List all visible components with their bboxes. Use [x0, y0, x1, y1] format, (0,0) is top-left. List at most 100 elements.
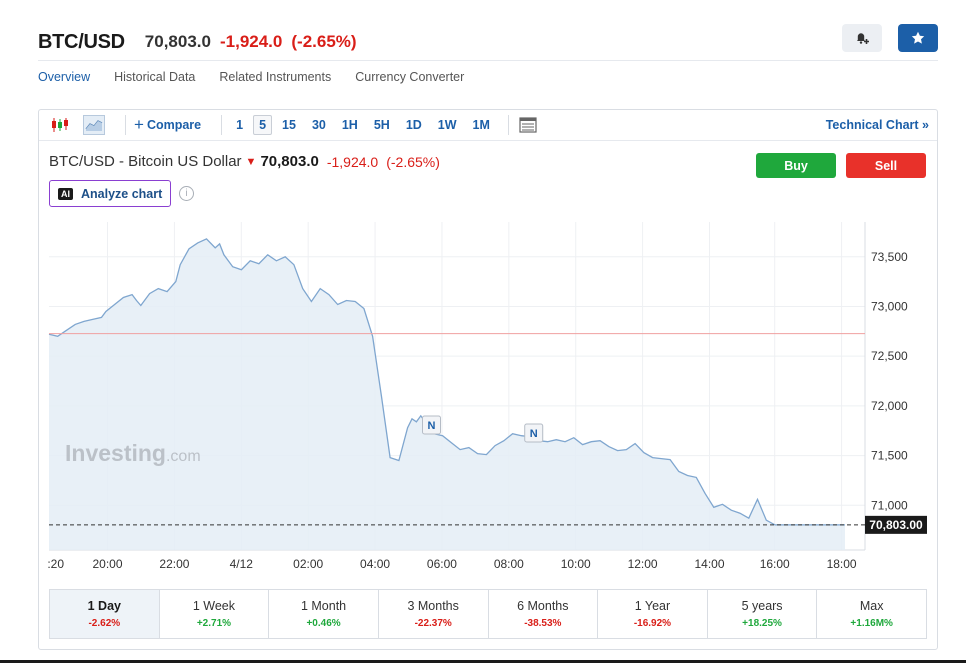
last-price-tag	[865, 515, 927, 534]
period-change: -2.62%	[88, 618, 121, 629]
x-tick-label: 12:00	[628, 557, 658, 571]
period-6-months[interactable]: 6 Months -38.53%	[489, 590, 599, 638]
news-marker[interactable]	[422, 415, 442, 435]
compare-label: Compare	[146, 118, 202, 132]
interval-5[interactable]: 5	[253, 115, 273, 135]
x-tick-label: :20	[47, 557, 64, 571]
interval-15[interactable]: 15	[282, 118, 296, 132]
toolbar-divider	[507, 115, 509, 135]
quote-header: BTC/USD 70,803.0 -1,924.0 (-2.65%)	[38, 24, 938, 60]
period-1-week[interactable]: 1 Week +2.71%	[160, 590, 270, 638]
period-change: -38.53%	[524, 618, 562, 629]
tab-historical-data[interactable]: Historical Data	[114, 69, 196, 84]
price-chart[interactable]: :20 20:00 22:00 4/12 02:00 04:00 06:00 08:00 10:…	[39, 220, 937, 580]
x-tick-label: 04:00	[360, 557, 390, 571]
period-label: 1 Week	[192, 599, 236, 613]
ai-icon: AI	[58, 187, 73, 200]
price-change: -1,924.0	[219, 32, 283, 51]
interval-30[interactable]: 30	[311, 118, 326, 132]
x-tick-label: 18:00	[827, 557, 857, 571]
period-change: +18.25%	[742, 618, 782, 629]
x-tick-label: 06:00	[427, 557, 457, 571]
period-change: -16.92%	[633, 618, 672, 629]
performance-periods: 1 Day -2.62% 1 Week +2.71% 1 Month +0.46% 3 Mo…	[49, 589, 927, 639]
analyze-chart-button[interactable]: AI Analyze chart	[49, 180, 172, 207]
chart-toolbar: + Compare 1 5 15 30 1H 5H 1D 1W 1M Techn…	[39, 110, 937, 141]
info-icon[interactable]: i	[179, 186, 194, 201]
y-tick-label: 72,000	[871, 399, 908, 413]
section-tabs: Overview Historical Data Related Instrum…	[38, 60, 938, 92]
interval-1d[interactable]: 1D	[405, 118, 422, 132]
analyze-chart-label: Analyze chart	[81, 186, 163, 201]
alert-button[interactable]	[842, 24, 882, 52]
tab-overview[interactable]: Overview	[38, 69, 91, 84]
news-marker-label: N	[530, 428, 538, 440]
period-change: +1.16M%	[850, 618, 893, 629]
investing-watermark: Investing.com	[65, 440, 201, 466]
period-label: 1 Day	[87, 599, 121, 613]
tab-currency-converter[interactable]: Currency Converter	[355, 69, 465, 84]
news-marker[interactable]	[524, 423, 544, 443]
period-label: 6 Months	[517, 599, 569, 613]
period-label: 1 Month	[300, 599, 347, 613]
x-tick-label: 02:00	[293, 557, 323, 571]
period-label: Max	[859, 599, 884, 613]
period-change: +2.71%	[196, 618, 232, 629]
page-bottom-border	[0, 660, 966, 663]
y-tick-label: 71,000	[871, 498, 908, 512]
x-tick-label: 20:00	[93, 557, 123, 571]
period-label: 1 Year	[634, 599, 671, 613]
price-area-fill	[49, 238, 845, 550]
period-max[interactable]: Max +1.16M%	[817, 590, 926, 638]
chart-panel: + Compare 1 5 15 30 1H 5H 1D 1W 1M Techn…	[38, 109, 938, 650]
period-label: 5 years	[741, 599, 783, 613]
y-tick-label: 72,500	[871, 349, 908, 363]
down-arrow-icon: ▼	[245, 155, 257, 168]
watchlist-button[interactable]	[898, 24, 938, 52]
subtitle-change: -1,924.0	[326, 153, 379, 170]
interval-1m[interactable]: 1M	[472, 118, 490, 132]
period-change: -22.37%	[414, 618, 452, 629]
buy-button[interactable]: Buy	[756, 153, 836, 178]
candlestick-chart-icon[interactable]	[49, 115, 71, 135]
technical-chart-link[interactable]: Technical Chart »	[825, 118, 929, 132]
table-icon[interactable]	[517, 115, 539, 135]
toolbar-divider	[125, 115, 126, 135]
toolbar-divider	[221, 115, 223, 135]
sell-button[interactable]: Sell	[846, 153, 926, 178]
news-marker-label: N	[428, 420, 436, 432]
pair-title: BTC/USD	[38, 30, 125, 53]
x-tick-label: 08:00	[494, 557, 524, 571]
compare-button[interactable]: + Compare	[134, 115, 201, 135]
interval-1[interactable]: 1	[236, 118, 244, 132]
y-tick-label: 73,000	[871, 299, 908, 313]
last-price: 70,803.0	[144, 32, 211, 51]
x-tick-label: 16:00	[760, 557, 790, 571]
y-tick-label: 73,500	[871, 250, 908, 264]
bell-plus-icon	[857, 33, 869, 44]
x-tick-label: 14:00	[694, 557, 724, 571]
interval-1w[interactable]: 1W	[437, 118, 457, 132]
period-1-year[interactable]: 1 Year -16.92%	[598, 590, 708, 638]
period-1-month[interactable]: 1 Month +0.46%	[269, 590, 379, 638]
period-5-years[interactable]: 5 years +18.25%	[708, 590, 818, 638]
period-1-day[interactable]: 1 Day -2.62%	[50, 590, 160, 638]
plus-icon: +	[134, 115, 144, 134]
y-tick-label: 71,500	[871, 449, 908, 463]
x-tick-label: 22:00	[159, 557, 189, 571]
interval-1h[interactable]: 1H	[341, 118, 358, 132]
period-change: +0.46%	[306, 618, 341, 629]
last-price-label: 70,803.00	[869, 518, 923, 532]
instrument-name: BTC/USD - Bitcoin US Dollar	[49, 153, 242, 170]
subtitle-change-pct: (-2.65%)	[386, 153, 440, 170]
chart-subtitle: BTC/USD - Bitcoin US Dollar ▼ 70,803.0 -…	[49, 153, 440, 170]
subtitle-price: 70,803.0	[260, 153, 319, 170]
area-chart-icon[interactable]	[83, 115, 105, 135]
x-tick-label: 4/12	[230, 557, 254, 571]
star-icon	[911, 31, 925, 44]
period-3-months[interactable]: 3 Months -22.37%	[379, 590, 489, 638]
price-change-pct: (-2.65%)	[291, 32, 357, 51]
tab-related-instruments[interactable]: Related Instruments	[219, 69, 332, 84]
interval-5h[interactable]: 5H	[373, 118, 390, 132]
period-label: 3 Months	[407, 599, 459, 613]
